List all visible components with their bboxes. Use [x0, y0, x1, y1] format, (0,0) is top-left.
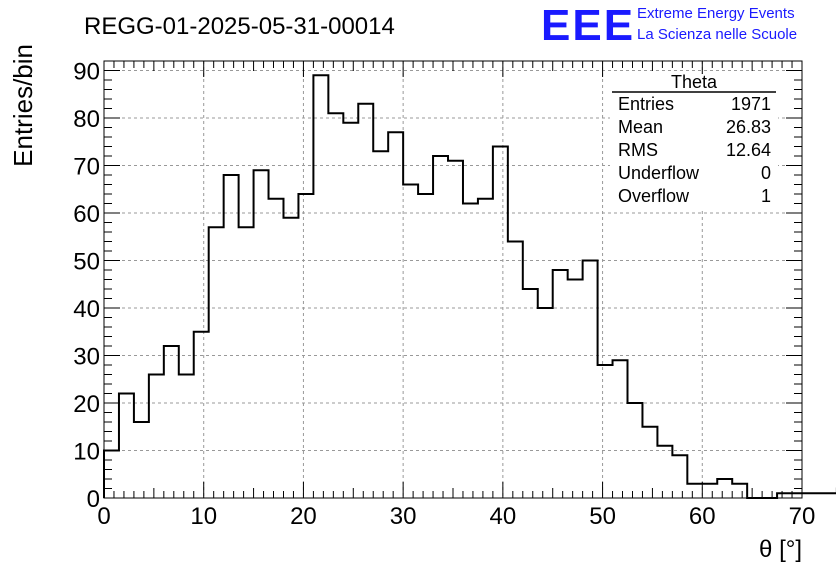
- brand-line-2: La Scienza nelle Scuole: [637, 26, 797, 43]
- histogram-bin: [104, 451, 119, 499]
- histogram-bin: [463, 204, 478, 499]
- histogram-bin: [418, 194, 433, 498]
- histogram-bin: [343, 123, 358, 498]
- axis-ticks: [103, 60, 803, 499]
- y-tick-label: 30: [73, 344, 100, 371]
- y-tick-label: 60: [73, 201, 100, 228]
- histogram-bin: [583, 261, 598, 499]
- histogram-bin: [119, 394, 134, 499]
- y-tick-label: 80: [73, 106, 100, 133]
- histogram-bin: [313, 75, 328, 498]
- x-tick-label: 70: [789, 503, 816, 530]
- histogram-bin: [328, 113, 343, 498]
- histogram-bin: [149, 375, 164, 499]
- histogram-bin: [164, 346, 179, 498]
- y-tick-label: 20: [73, 391, 100, 418]
- histogram-bin: [553, 270, 568, 498]
- y-tick-label: 0: [87, 486, 100, 513]
- histogram-bin: [508, 242, 523, 499]
- x-tick-label: 40: [490, 503, 517, 530]
- x-tick-label: 10: [190, 503, 217, 530]
- histogram-bin: [493, 147, 508, 499]
- y-tick-label: 90: [73, 59, 100, 86]
- y-tick-label: 50: [73, 249, 100, 276]
- stats-value: 26.83: [726, 117, 771, 137]
- stats-box: Theta Entries 1971 Mean 26.83 RMS 12.64 Underf…: [610, 72, 778, 210]
- histogram-bin: [224, 175, 239, 498]
- histogram-bin: [702, 484, 717, 498]
- stats-value: 0: [761, 163, 771, 183]
- histogram-bin: [388, 132, 403, 498]
- histogram-bin: [358, 104, 373, 498]
- stats-label: Mean: [618, 117, 663, 137]
- x-tick-label: 20: [290, 503, 317, 530]
- run-label: REGG-01-2025-05-31-00014: [84, 13, 395, 40]
- histogram-bin: [568, 280, 583, 499]
- histogram-bin: [298, 194, 313, 498]
- stats-label: Underflow: [618, 163, 700, 183]
- histogram-bin: [613, 360, 628, 498]
- x-axis-label: θ [°]: [759, 536, 802, 563]
- histogram-bin: [448, 161, 463, 498]
- histogram-bin: [134, 422, 149, 498]
- histogram-bin: [433, 156, 448, 498]
- histogram-bin: [523, 289, 538, 498]
- x-tick-label: 30: [390, 503, 417, 530]
- histogram-bin: [283, 218, 298, 498]
- x-tick-label: 60: [689, 503, 716, 530]
- x-tick-label: 50: [589, 503, 616, 530]
- histogram-bin: [269, 199, 284, 498]
- histogram-bin: [687, 484, 702, 498]
- histogram-bin: [179, 375, 194, 499]
- histogram-bin: [239, 227, 254, 498]
- y-axis-label: Entries/bin: [8, 44, 38, 167]
- stats-value: 1: [761, 186, 771, 206]
- stats-value: 1971: [731, 94, 771, 114]
- histogram-bin: [598, 365, 613, 498]
- histogram-bin: [717, 479, 732, 498]
- histogram-bin: [672, 455, 687, 498]
- histogram-bin: [478, 199, 493, 498]
- x-tick-label: 0: [97, 503, 110, 530]
- histogram-bin: [373, 151, 388, 498]
- stats-label: Entries: [618, 94, 674, 114]
- stats-label: RMS: [618, 140, 658, 160]
- eee-logo: EEE: [541, 1, 635, 50]
- histogram-bin: [642, 427, 657, 498]
- y-tick-label: 40: [73, 296, 100, 323]
- histogram-bin: [254, 170, 269, 498]
- histogram-bin: [657, 446, 672, 498]
- y-tick-label: 70: [73, 154, 100, 181]
- stats-title: Theta: [671, 72, 718, 92]
- stats-label: Overflow: [618, 186, 690, 206]
- histogram-bin: [732, 484, 747, 498]
- y-tick-label: 10: [73, 439, 100, 466]
- histogram-bin: [209, 227, 224, 498]
- brand-line-1: Extreme Energy Events: [637, 5, 795, 22]
- histogram-bin: [194, 332, 209, 498]
- stats-value: 12.64: [726, 140, 771, 160]
